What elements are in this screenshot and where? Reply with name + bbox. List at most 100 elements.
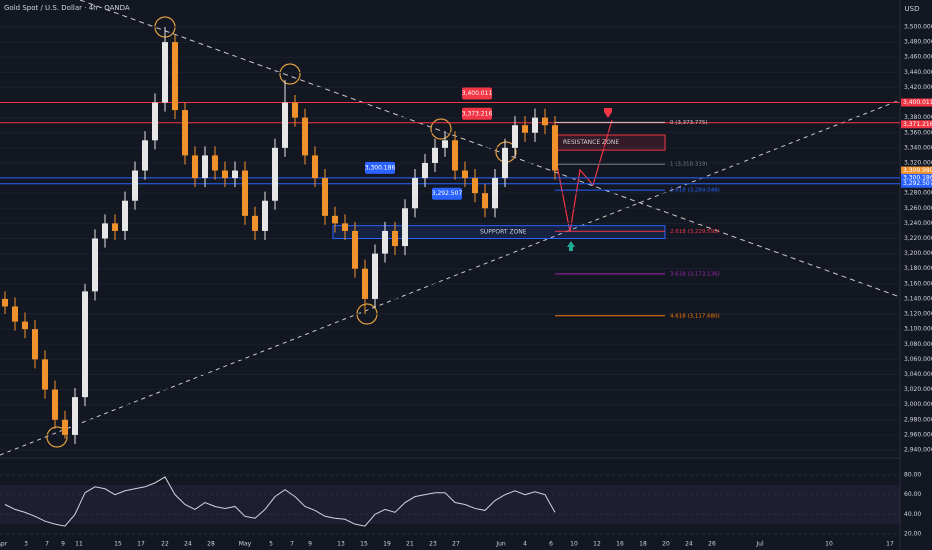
x-tick-label: 26 — [708, 541, 716, 548]
y-tick-label: 3,020.000 — [904, 386, 932, 393]
candle-body — [482, 193, 488, 209]
candle-body — [212, 155, 218, 171]
axis-tag-label: 3,371.216 — [903, 121, 932, 128]
candle-body — [432, 147, 438, 163]
fib-label: 2.618 (3,229.592) — [670, 229, 720, 235]
candle-body — [392, 230, 398, 247]
candle-body — [442, 140, 448, 148]
x-tick-label: Jun — [495, 541, 506, 548]
x-tick-label: 19 — [383, 541, 391, 548]
y-tick-label: 3,100.000 — [904, 326, 932, 333]
fib-label: 3.618 (3,173.136) — [670, 271, 720, 277]
zone-label: SUPPORT ZONE — [480, 229, 527, 236]
candle-body — [32, 329, 38, 360]
x-tick-label: 24 — [685, 541, 693, 548]
axis-tag — [901, 173, 932, 182]
y-tick-label: 2,960.000 — [904, 431, 932, 438]
x-tick-label: 9 — [308, 541, 312, 548]
axis-tag — [901, 98, 932, 107]
candle-body — [142, 140, 148, 171]
x-tick-label: 28 — [207, 541, 215, 548]
candle-body — [272, 147, 278, 201]
candle-body — [552, 125, 558, 171]
x-tick-label: 15 — [114, 541, 122, 548]
x-tick-label: 18 — [639, 541, 647, 548]
candle-body — [122, 200, 128, 231]
candle-body — [22, 321, 28, 330]
axis-tag — [901, 179, 932, 188]
candle-body — [162, 42, 168, 103]
x-tick-label: 3 — [24, 541, 28, 548]
candle-body — [402, 208, 408, 247]
candle-body — [82, 291, 88, 398]
candle-body — [102, 223, 108, 239]
down-arrow — [604, 108, 612, 118]
y-tick-label: 3,160.000 — [904, 280, 932, 287]
x-tick-label: 20 — [662, 541, 670, 548]
y-tick-label: 3,280.000 — [904, 190, 932, 197]
candle-body — [92, 238, 98, 292]
y-tick-label: 2,940.000 — [904, 447, 932, 454]
zone — [332, 225, 666, 240]
candle-body — [542, 117, 548, 126]
trendline — [79, 0, 901, 298]
x-tick-label: 16 — [616, 541, 624, 548]
y-tick-label: 3,340.000 — [904, 144, 932, 151]
level-label: 3,373.216 — [462, 110, 493, 117]
rsi-tick-label: 40.00 — [904, 511, 921, 518]
y-tick-label: 3,380.000 — [904, 114, 932, 121]
candle-body — [332, 215, 338, 224]
candle-body — [242, 170, 248, 216]
fib-label: 1 (3,318.319) — [670, 162, 708, 168]
x-tick-label: 17 — [886, 541, 894, 548]
candle-body — [62, 419, 68, 435]
y-tick-label: 3,180.000 — [904, 265, 932, 272]
currency: USD — [905, 5, 920, 13]
y-tick-label: 3,060.000 — [904, 356, 932, 363]
level-tag — [462, 107, 492, 120]
candle-body — [112, 223, 118, 231]
x-tick-label: 23 — [429, 541, 437, 548]
x-tick-label: 15 — [360, 541, 368, 548]
level-label: 3,400.011 — [462, 90, 493, 97]
axis-tag — [901, 166, 932, 175]
x-tick-label: Jul — [755, 541, 764, 548]
candle-body — [292, 102, 298, 118]
candle-body — [422, 162, 428, 179]
x-tick-label: May — [239, 541, 252, 548]
candle-body — [12, 306, 18, 322]
y-tick-label: 3,120.000 — [904, 311, 932, 318]
y-tick-label: 3,040.000 — [904, 371, 932, 378]
y-tick-label: 3,260.000 — [904, 205, 932, 212]
axis-tag-label: 3,300.186 — [903, 174, 932, 181]
x-tick-label: 6 — [549, 541, 553, 548]
x-tick-label: 13 — [337, 541, 345, 548]
candle-body — [372, 253, 378, 299]
axis-tag-label: 3,292.507 — [903, 180, 932, 187]
candle-body — [472, 178, 478, 194]
candle-body — [262, 200, 268, 231]
x-tick-label: 10 — [570, 541, 578, 548]
rsi-tick-label: 20.00 — [904, 531, 921, 538]
x-tick-label: 7 — [45, 541, 49, 548]
candle-body — [302, 117, 308, 156]
x-tick-label: 10 — [825, 541, 833, 548]
axis-tag — [901, 120, 932, 129]
symbol-title: Gold Spot / U.S. Dollar · 4h · OANDA — [4, 4, 130, 12]
axis-tag-label: 3,400.011 — [903, 99, 932, 106]
rsi-line — [4, 476, 556, 527]
x-tick-label: 9 — [61, 541, 65, 548]
rsi-tick-label: 80.00 — [904, 472, 921, 479]
x-tick-label: 27 — [452, 541, 460, 548]
level-tag — [432, 187, 462, 200]
y-tick-label: 3,320.000 — [904, 159, 932, 166]
candle-body — [2, 298, 8, 307]
zone-label: RESISTANCE ZONE — [563, 139, 619, 146]
candle-body — [502, 147, 508, 179]
candle-body — [232, 170, 238, 179]
trendline — [0, 99, 901, 456]
fib-label: 1.618 (3,284.048) — [670, 188, 720, 194]
